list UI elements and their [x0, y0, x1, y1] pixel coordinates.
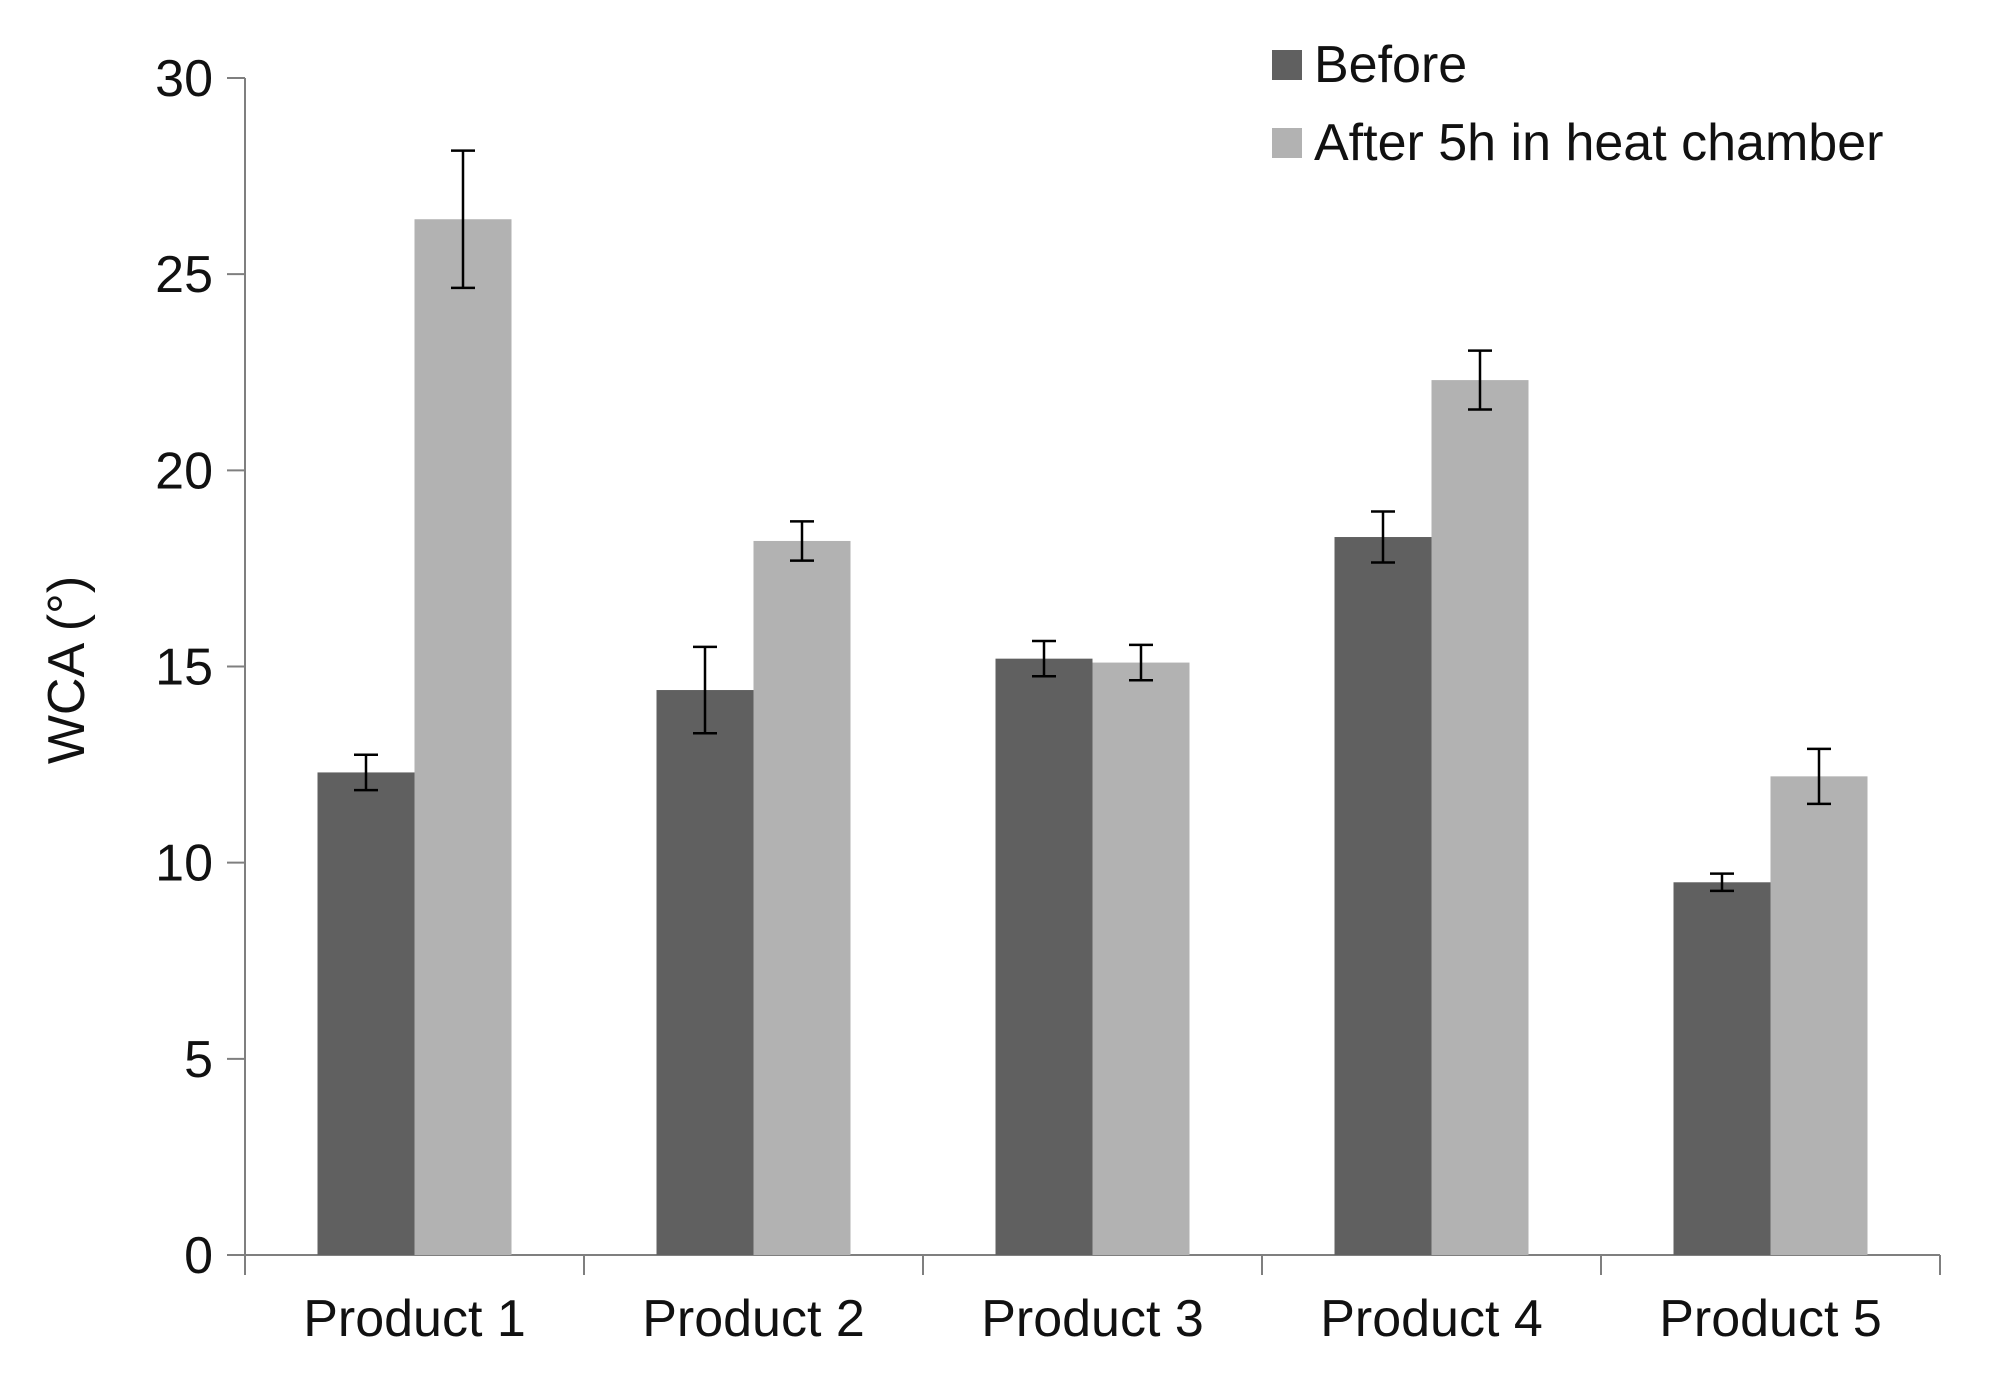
bar-before-5 — [1673, 882, 1771, 1255]
bar-before-2 — [656, 690, 754, 1255]
bar-after-5 — [1770, 776, 1868, 1255]
error-bar — [1710, 872, 1734, 893]
error-bars — [354, 149, 1831, 893]
bar-before-1 — [317, 772, 415, 1255]
legend-swatch-before — [1272, 50, 1302, 80]
legend-swatch-after — [1272, 128, 1302, 158]
legend-label-after: After 5h in heat chamber — [1314, 114, 1883, 172]
error-bar — [693, 645, 717, 735]
y-tick-label: 15 — [155, 639, 213, 697]
y-tick-label: 5 — [184, 1031, 213, 1089]
bar-after-3 — [1092, 662, 1190, 1255]
bar-after-1 — [414, 219, 512, 1256]
error-bar — [1468, 349, 1492, 411]
legend: Before After 5h in heat chamber — [1272, 36, 1883, 172]
y-tick-label: 0 — [184, 1227, 213, 1285]
error-bar — [1371, 510, 1395, 564]
error-bar — [1129, 643, 1153, 682]
y-tick-label: 30 — [155, 50, 213, 108]
x-tick-label: Product 3 — [981, 1290, 1204, 1348]
x-tick-label: Product 1 — [303, 1290, 526, 1348]
error-bar — [790, 520, 814, 562]
y-axis-label: WCA (°) — [38, 576, 96, 764]
x-tick-label: Product 5 — [1659, 1290, 1882, 1348]
bar-after-2 — [753, 540, 851, 1255]
axes — [227, 77, 1941, 1275]
y-tick-label: 25 — [155, 246, 213, 304]
bar-before-4 — [1334, 537, 1432, 1255]
x-tick-label: Product 2 — [642, 1290, 865, 1348]
bar-before-3 — [995, 658, 1093, 1255]
legend-label-before: Before — [1314, 36, 1467, 94]
y-tick-label: 20 — [155, 442, 213, 500]
x-tick-label: Product 4 — [1320, 1290, 1543, 1348]
error-bar — [451, 149, 475, 290]
error-bar — [354, 753, 378, 792]
tick-labels: 0 5 10 15 20 25 30 Product 1 Product 2 Product 3 P… — [155, 50, 1882, 1348]
error-bar — [1807, 747, 1831, 806]
bar-after-4 — [1431, 380, 1529, 1255]
y-tick-label: 10 — [155, 835, 213, 893]
error-bar — [1032, 639, 1056, 678]
bars — [317, 219, 1868, 1256]
